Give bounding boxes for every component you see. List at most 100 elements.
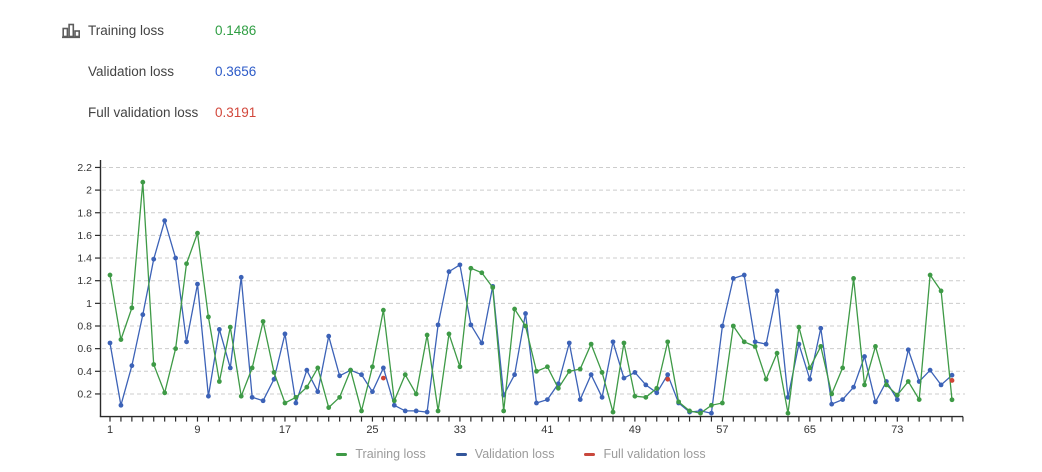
validation-loss-point bbox=[457, 262, 463, 268]
x-tick-label: 1 bbox=[107, 424, 113, 436]
validation-loss-point bbox=[315, 389, 321, 395]
validation-loss-point bbox=[446, 269, 452, 275]
y-tick-label: 0.4 bbox=[77, 366, 92, 378]
validation-loss-point bbox=[162, 218, 168, 224]
training-loss-point bbox=[140, 179, 146, 185]
training-loss-point bbox=[370, 364, 375, 370]
validation-loss-point bbox=[391, 402, 397, 408]
training-loss-point bbox=[184, 261, 189, 267]
legend-item-full-validation-loss[interactable]: Full validation loss bbox=[584, 447, 706, 461]
validation-loss-point bbox=[632, 370, 638, 375]
training-loss-point bbox=[621, 340, 627, 346]
validation-loss-point bbox=[807, 376, 813, 382]
training-loss-point bbox=[195, 230, 200, 236]
training-loss-point bbox=[380, 307, 386, 313]
validation-loss-line bbox=[109, 218, 953, 414]
validation-loss-point bbox=[468, 322, 474, 328]
validation-loss-point bbox=[260, 398, 266, 404]
validation-loss-point bbox=[741, 272, 747, 278]
full-validation-loss-label: Full validation loss bbox=[88, 104, 199, 120]
validation-loss-point bbox=[227, 365, 233, 371]
validation-loss-point bbox=[118, 402, 124, 408]
full-validation-loss-value: 0.3191 bbox=[215, 104, 257, 120]
x-tick-label: 25 bbox=[366, 424, 378, 436]
loss-chart[interactable]: 2.2 2 1.8 1.6 1.4 1.2 1 0.8 0.6 0.4 0.2 1 9 17 25 33 41 4… bbox=[0, 140, 1042, 445]
validation-loss-point bbox=[763, 341, 769, 347]
validation-loss-point bbox=[238, 274, 244, 280]
validation-loss-value: 0.3656 bbox=[215, 63, 257, 79]
validation-loss-point bbox=[894, 397, 900, 403]
y-tick-label: 2.2 bbox=[77, 162, 92, 174]
training-loss-point bbox=[512, 306, 517, 312]
validation-loss-point bbox=[107, 340, 113, 346]
full-validation-loss-point bbox=[949, 378, 955, 383]
training-loss-point bbox=[227, 324, 233, 330]
full-validation-legend-dash-icon bbox=[584, 452, 596, 456]
y-tick-label: 0.2 bbox=[77, 388, 92, 400]
validation-loss-point bbox=[927, 367, 933, 373]
validation-loss-point bbox=[588, 372, 594, 378]
training-loss-point bbox=[818, 343, 824, 349]
validation-loss-point bbox=[610, 339, 616, 345]
training-loss-point bbox=[774, 350, 780, 356]
validation-loss-point bbox=[195, 281, 200, 287]
validation-loss-point bbox=[271, 376, 277, 382]
training-loss-point bbox=[293, 394, 299, 400]
y-tick-label: 1.2 bbox=[77, 275, 92, 287]
training-loss-point bbox=[741, 339, 747, 345]
training-loss-point bbox=[260, 319, 266, 324]
training-loss-point bbox=[107, 272, 113, 278]
legend-item-training-loss[interactable]: Training loss bbox=[336, 447, 426, 461]
bar-chart-icon bbox=[61, 21, 81, 40]
validation-loss-point bbox=[949, 372, 955, 378]
validation-loss-point bbox=[545, 397, 550, 403]
loss-chart-area: 2.2 2 1.8 1.6 1.4 1.2 1 0.8 0.6 0.4 0.2 1 9 17 25 33 41 4… bbox=[0, 140, 1042, 445]
validation-loss-point bbox=[709, 410, 714, 416]
training-loss-point bbox=[676, 399, 682, 405]
validation-loss-point bbox=[752, 339, 758, 345]
training-loss-point bbox=[413, 391, 419, 397]
validation-loss-point bbox=[905, 347, 911, 353]
training-loss-point bbox=[446, 331, 452, 337]
validation-loss-point bbox=[719, 323, 725, 329]
training-loss-point bbox=[162, 390, 168, 396]
training-loss-point bbox=[938, 288, 944, 294]
training-loss-point bbox=[873, 343, 878, 349]
training-loss-point bbox=[632, 393, 638, 399]
x-tick-label: 57 bbox=[716, 424, 728, 436]
training-loss-point bbox=[927, 272, 933, 278]
validation-loss-point bbox=[151, 256, 157, 262]
validation-legend-label: Validation loss bbox=[474, 447, 555, 461]
training-loss-point bbox=[577, 366, 583, 372]
training-legend-label: Training loss bbox=[355, 447, 426, 461]
training-loss-point bbox=[829, 391, 835, 397]
training-loss-point bbox=[315, 365, 321, 371]
legend-item-validation-loss[interactable]: Validation loss bbox=[455, 447, 555, 461]
validation-loss-point bbox=[380, 365, 386, 371]
y-tick-label: 0.6 bbox=[77, 343, 92, 355]
validation-loss-point bbox=[785, 394, 791, 400]
x-tick-label: 73 bbox=[891, 424, 903, 436]
training-loss-point bbox=[479, 270, 485, 276]
validation-loss-point bbox=[851, 384, 856, 390]
validation-loss-point bbox=[599, 394, 605, 400]
validation-loss-point bbox=[621, 375, 627, 381]
validation-loss-point bbox=[359, 372, 364, 378]
validation-loss-point bbox=[840, 397, 846, 403]
training-loss-line bbox=[109, 182, 953, 414]
validation-loss-point bbox=[774, 288, 780, 294]
training-loss-point bbox=[894, 392, 900, 398]
training-loss-point bbox=[402, 372, 408, 378]
validation-loss-point bbox=[862, 354, 867, 359]
training-loss-label: Training loss bbox=[88, 22, 165, 38]
training-loss-point bbox=[905, 379, 911, 384]
y-tick-label: 0.8 bbox=[77, 321, 92, 333]
training-loss-point bbox=[359, 408, 364, 414]
full-validation-loss-point bbox=[380, 375, 386, 381]
y-tick-label: 1.4 bbox=[77, 253, 92, 265]
training-loss-point bbox=[282, 400, 288, 406]
training-loss-value: 0.1486 bbox=[215, 22, 257, 38]
training-loss-point bbox=[249, 365, 255, 371]
validation-loss-point bbox=[326, 333, 332, 339]
